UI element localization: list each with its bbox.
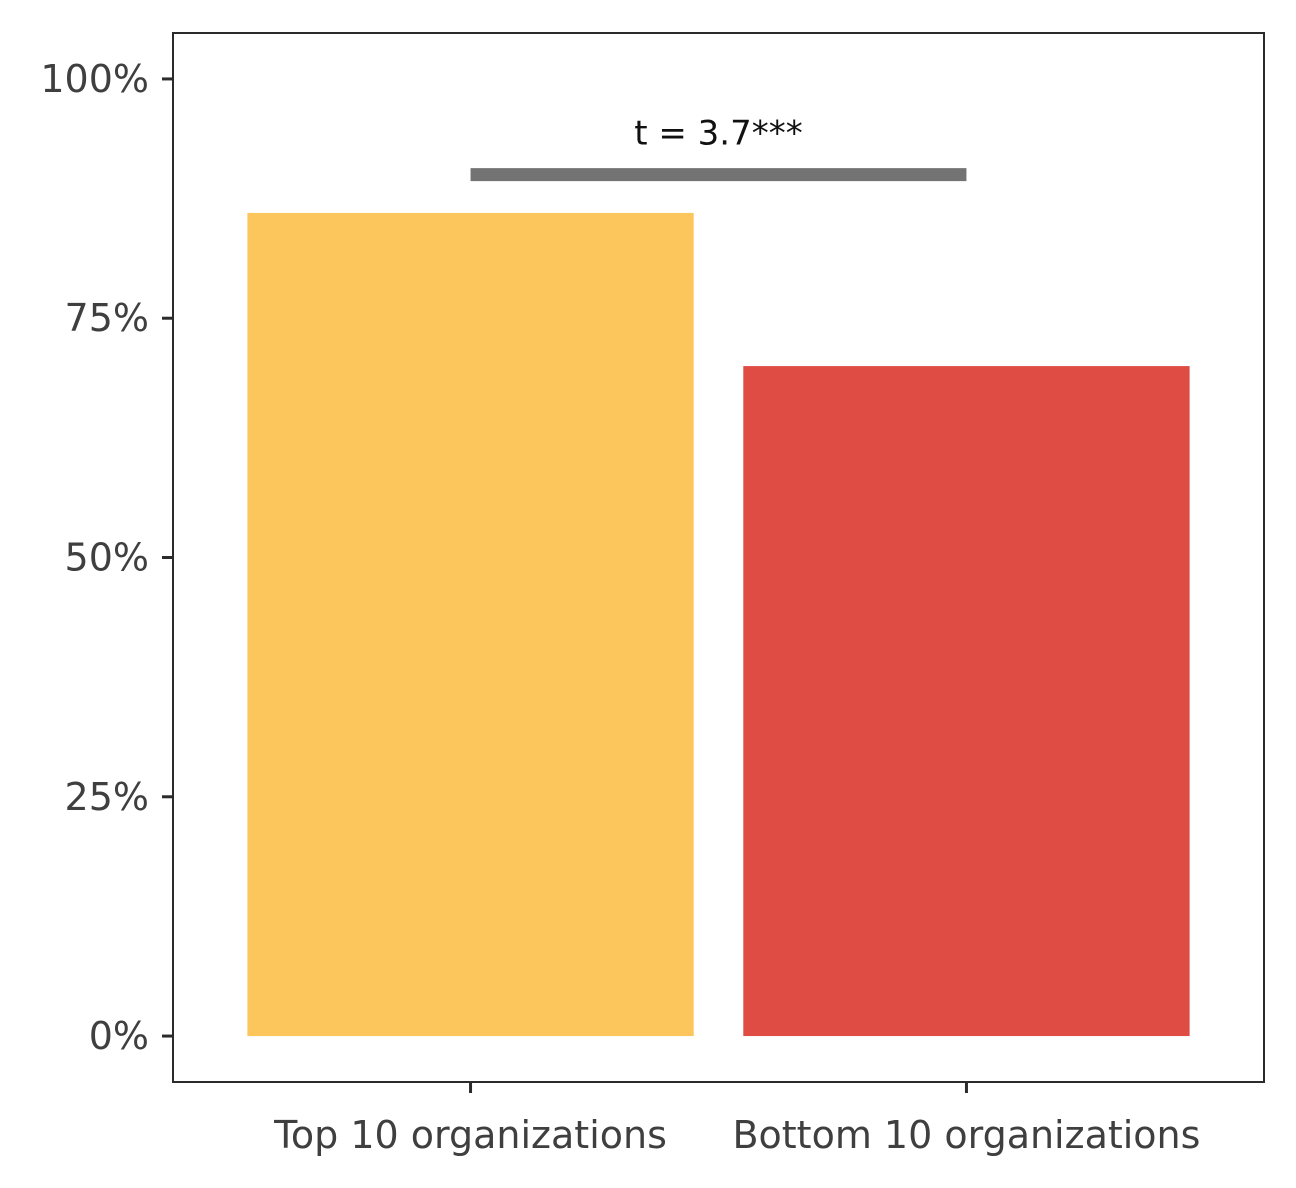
significance-annotation: t = 3.7*** <box>470 114 967 182</box>
y-tick-label-100: 100% <box>40 57 149 101</box>
bar-bottom-10-organizations <box>743 366 1190 1037</box>
y-tick-label-75: 75% <box>65 296 149 340</box>
x-tick-label-1: Top 10 organizations <box>273 1113 667 1157</box>
bars-group <box>247 212 1190 1037</box>
y-tick-label-0: 0% <box>89 1014 149 1058</box>
y-tick-label-25: 25% <box>65 775 149 819</box>
x-tick-label-2: Bottom 10 organizations <box>732 1113 1200 1157</box>
x-axis: Top 10 organizations Bottom 10 organizati… <box>273 1082 1200 1157</box>
y-axis: 0% 25% 50% 75% 100% <box>40 57 173 1058</box>
y-tick-label-50: 50% <box>65 536 149 580</box>
bar-top-10-organizations <box>247 212 694 1037</box>
significance-label: t = 3.7*** <box>634 114 803 154</box>
